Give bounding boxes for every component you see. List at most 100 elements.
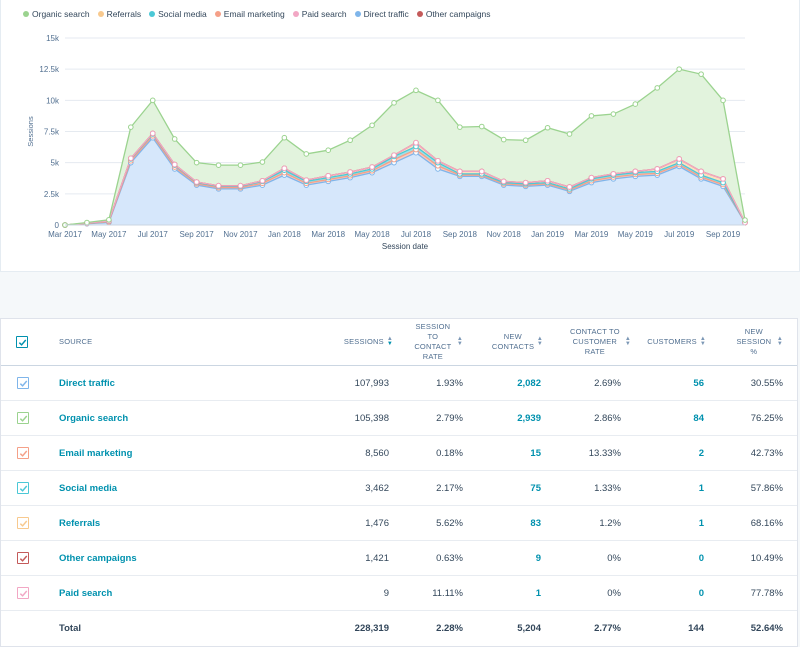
customers-link[interactable]: 0 [631,576,704,610]
new-contacts-link-value[interactable]: 83 [530,517,541,529]
legend-item[interactable]: Referrals [97,9,141,19]
data-point[interactable] [522,179,529,186]
data-point[interactable] [610,111,617,117]
customers-link[interactable]: 1 [631,471,704,505]
header-source[interactable]: SOURCE [59,319,92,365]
customers-link-value[interactable]: 0 [698,587,704,599]
data-point[interactable] [500,178,507,185]
header-new-session-pct[interactable]: NEW SESSION % ▲ ▼ [721,319,783,365]
data-point[interactable] [588,174,595,181]
data-point[interactable] [171,136,178,142]
customers-link-value[interactable]: 0 [698,552,704,564]
data-point[interactable] [281,165,288,172]
source-link[interactable]: Social media [59,471,117,505]
customers-link-value[interactable]: 84 [693,412,704,424]
source-link-value[interactable]: Organic search [59,412,129,424]
data-point[interactable] [303,177,310,183]
source-link-value[interactable]: Social media [59,482,118,494]
data-point[interactable] [391,152,397,158]
data-point[interactable] [654,166,661,172]
customers-link[interactable]: 56 [631,366,704,400]
source-link-value[interactable]: Paid search [59,587,113,599]
header-sessions[interactable]: SESSIONS ▲ ▼ [301,319,393,365]
data-point[interactable] [610,171,617,177]
new-contacts-link[interactable]: 83 [481,506,541,540]
data-point[interactable] [742,217,748,223]
data-point[interactable] [106,216,112,223]
new-contacts-link-value[interactable]: 1 [535,587,541,599]
row-checkbox[interactable] [17,587,29,599]
customers-link-value[interactable]: 56 [693,377,704,389]
data-point[interactable] [478,168,485,175]
customers-link-value[interactable]: 1 [698,517,704,529]
source-link[interactable]: Paid search [59,576,112,610]
data-point[interactable] [413,139,419,146]
header-session-to-contact-rate[interactable]: SESSION TO CONTACT RATE ▲ ▼ [401,319,463,365]
data-point[interactable] [303,151,310,157]
data-point[interactable] [566,131,573,137]
data-point[interactable] [171,161,178,168]
new-contacts-link[interactable]: 75 [481,471,541,505]
data-point[interactable] [720,176,726,182]
new-contacts-link[interactable]: 9 [481,541,541,575]
data-point[interactable] [325,172,332,179]
row-checkbox[interactable] [17,412,29,424]
source-link-value[interactable]: Other campaigns [59,552,137,564]
customers-link[interactable]: 2 [631,436,704,470]
source-link[interactable]: Referrals [59,506,100,540]
data-point[interactable] [676,66,682,72]
customers-link-value[interactable]: 1 [698,482,704,494]
data-point[interactable] [128,124,134,130]
data-point[interactable] [544,177,551,184]
new-contacts-link[interactable]: 2,082 [481,366,541,400]
data-point[interactable] [237,162,244,168]
data-point[interactable] [149,97,156,104]
source-link[interactable]: Other campaigns [59,541,137,575]
data-point[interactable] [457,124,463,130]
customers-link-value[interactable]: 2 [698,447,704,459]
customers-link[interactable]: 1 [631,506,704,540]
data-point[interactable] [369,122,375,129]
source-link-value[interactable]: Email marketing [59,447,133,459]
legend-item[interactable]: Social media [149,9,207,19]
legend-item[interactable]: Direct traffic [354,9,409,19]
data-point[interactable] [457,168,463,175]
legend-item[interactable]: Paid search [292,9,347,19]
data-point[interactable] [632,101,639,107]
data-point[interactable] [84,219,90,226]
new-contacts-link-value[interactable]: 9 [535,552,541,564]
data-point[interactable] [698,168,704,175]
new-contacts-link-value[interactable]: 2,082 [517,377,541,389]
new-contacts-link-value[interactable]: 2,939 [517,412,541,424]
data-point[interactable] [413,87,419,94]
row-checkbox[interactable] [17,447,29,459]
row-checkbox[interactable] [17,517,29,529]
data-point[interactable] [654,85,661,91]
data-point[interactable] [500,136,507,143]
data-point[interactable] [566,184,573,190]
data-point[interactable] [698,71,704,77]
data-point[interactable] [632,168,639,175]
select-all-checkbox[interactable] [16,336,28,348]
data-point[interactable] [325,147,332,153]
data-point[interactable] [347,137,353,144]
data-point[interactable] [215,182,222,189]
data-point[interactable] [588,113,595,119]
new-contacts-link-value[interactable]: 75 [530,482,541,494]
legend-item[interactable]: Other campaigns [416,9,491,19]
source-link-value[interactable]: Direct traffic [59,377,115,389]
data-point[interactable] [193,159,200,166]
data-point[interactable] [237,182,244,189]
data-point[interactable] [347,169,353,175]
data-point[interactable] [435,157,441,164]
data-point[interactable] [259,159,266,165]
source-link[interactable]: Email marketing [59,436,132,470]
source-link-value[interactable]: Referrals [59,517,101,529]
data-point[interactable] [369,164,375,170]
data-point[interactable] [435,97,441,104]
data-point[interactable] [128,155,134,162]
new-contacts-link[interactable]: 15 [481,436,541,470]
data-point[interactable] [522,137,529,144]
source-link[interactable]: Direct traffic [59,366,115,400]
data-point[interactable] [544,124,551,131]
